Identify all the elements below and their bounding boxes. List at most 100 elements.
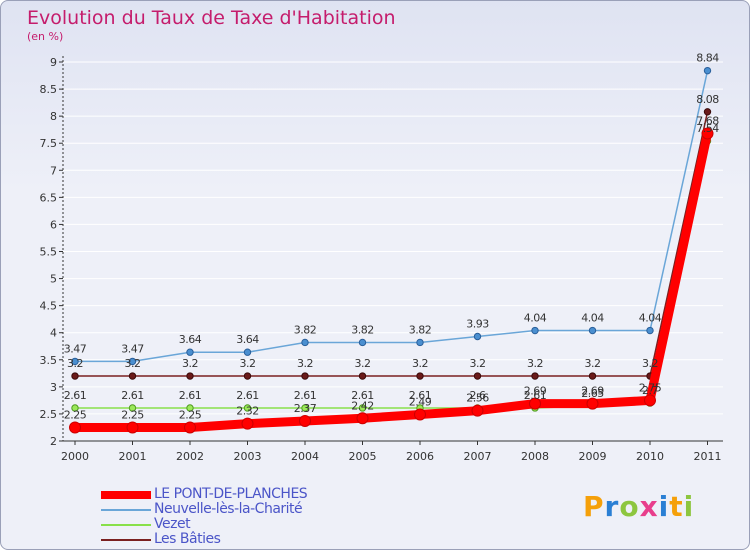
point-vezet-3 [243, 404, 252, 412]
point-neuvelle-1 [128, 357, 137, 366]
data-label-pont-11: 7.68 [696, 114, 719, 127]
chart-subtitle: (en %) [27, 30, 64, 43]
point-neuvelle-8 [531, 326, 539, 335]
data-label-baties-5: 3.2 [355, 357, 371, 370]
x-tick-label-6: 2006 [406, 450, 434, 463]
point-pont-8 [529, 397, 541, 410]
y-tick-label-13: 8.5 [40, 83, 58, 96]
data-label-vezet-8: 2.61 [524, 389, 547, 402]
point-neuvelle-2 [186, 348, 194, 356]
data-label-neuvelle-4: 3.82 [294, 323, 317, 336]
legend-label-vezet: Vezet [154, 516, 191, 532]
data-label-neuvelle-10: 4.04 [639, 312, 662, 325]
point-vezet-2 [186, 404, 194, 412]
series-line-neuvelle [75, 70, 709, 363]
point-pont-5 [356, 412, 369, 425]
y-tick-label-5: 4.5 [40, 300, 58, 313]
x-tick-label-7: 2007 [464, 450, 492, 463]
point-neuvelle-10 [646, 326, 654, 335]
data-label-pont-8: 2.69 [524, 385, 547, 398]
y-tick-label-3: 3.5 [40, 354, 58, 367]
chart-title: Evolution du Taux de Taxe d'Habitation [27, 7, 396, 29]
data-label-baties-1: 3.2 [125, 357, 141, 370]
data-label-pont-5: 2.42 [351, 399, 374, 412]
point-pont-0 [69, 421, 81, 434]
y-tick-label-12: 8 [50, 110, 57, 123]
point-pont-7 [471, 404, 484, 417]
y-tick-label-0: 2 [50, 435, 57, 448]
point-baties-8 [531, 372, 539, 380]
legend-swatch-neuvelle [101, 509, 151, 511]
data-label-vezet-9: 2.65 [581, 387, 604, 400]
point-neuvelle-5 [358, 338, 367, 347]
point-vezet-0 [71, 404, 79, 412]
point-pont-2 [184, 421, 196, 434]
data-label-neuvelle-1: 3.47 [121, 342, 144, 355]
y-tick-label-9: 6.5 [40, 191, 58, 204]
data-label-neuvelle-2: 3.64 [179, 333, 202, 346]
data-label-vezet-5: 2.61 [351, 389, 374, 402]
y-tick-label-2: 3 [50, 381, 57, 394]
data-label-vezet-10: 2.7 [642, 384, 658, 397]
point-baties-1 [128, 372, 137, 380]
data-label-neuvelle-9: 4.04 [581, 312, 604, 325]
point-baties-0 [71, 372, 79, 380]
data-label-vezet-2: 2.61 [179, 389, 202, 402]
data-label-baties-8: 3.2 [527, 357, 543, 370]
point-baties-5 [358, 372, 367, 380]
data-label-vezet-11: 7.54 [696, 122, 719, 135]
legend-label-neuvelle: Neuvelle-lès-la-Charité [154, 501, 303, 517]
data-label-baties-7: 3.2 [470, 357, 486, 370]
y-tick-label-6: 5 [50, 273, 57, 286]
data-label-baties-0: 3.2 [67, 357, 83, 370]
point-pont-4 [299, 414, 311, 427]
data-label-baties-11: 8.08 [696, 93, 719, 106]
legend-swatch-baties [101, 539, 151, 541]
data-label-baties-10: 3.2 [642, 357, 658, 370]
point-baties-7 [473, 372, 482, 380]
point-neuvelle-6 [416, 338, 424, 347]
logo-letter-0: P [583, 490, 605, 523]
data-label-vezet-7: 2.6 [470, 389, 486, 402]
point-pont-10 [644, 394, 656, 407]
y-tick-label-14: 9 [50, 56, 57, 69]
logo-letter-6: i [683, 490, 695, 523]
legend-swatch-pont [101, 491, 151, 499]
point-neuvelle-0 [71, 357, 79, 366]
x-tick-label-0: 2000 [61, 450, 89, 463]
data-label-baties-4: 3.2 [297, 357, 313, 370]
x-tick-label-4: 2004 [291, 450, 319, 463]
series-line-vezet [75, 140, 709, 409]
y-tick-label-8: 6 [50, 218, 57, 231]
data-label-baties-2: 3.2 [182, 357, 198, 370]
data-label-neuvelle-0: 3.47 [64, 342, 87, 355]
point-baties-6 [416, 372, 424, 380]
data-label-baties-9: 3.2 [585, 357, 601, 370]
logo-letter-1: r [604, 490, 620, 523]
data-label-pont-10: 2.75 [639, 381, 662, 394]
data-label-pont-6: 2.49 [409, 395, 432, 408]
x-tick-label-2: 2002 [176, 450, 204, 463]
data-label-neuvelle-3: 3.64 [236, 333, 259, 346]
x-tick-label-10: 2010 [636, 450, 664, 463]
x-tick-label-1: 2001 [119, 450, 147, 463]
point-neuvelle-3 [243, 348, 252, 356]
data-label-pont-2: 2.25 [179, 408, 202, 421]
point-neuvelle-11 [703, 66, 712, 75]
data-label-pont-7: 2.56 [466, 392, 489, 405]
point-baties-11 [703, 108, 712, 116]
x-tick-label-9: 2009 [579, 450, 607, 463]
point-vezet-5 [358, 404, 367, 412]
x-tick-label-11: 2011 [694, 450, 722, 463]
point-baties-9 [588, 372, 597, 380]
legend-label-baties: Les Bâties [154, 531, 221, 547]
point-pont-11 [701, 127, 714, 140]
x-tick-label-8: 2008 [521, 450, 549, 463]
data-label-pont-9: 2.69 [581, 385, 604, 398]
data-label-pont-1: 2.25 [121, 408, 144, 421]
y-tick-label-11: 7.5 [40, 137, 58, 150]
data-label-neuvelle-11: 8.84 [696, 52, 719, 65]
y-tick-label-7: 5.5 [40, 246, 58, 259]
y-tick-label-1: 2.5 [40, 408, 58, 421]
